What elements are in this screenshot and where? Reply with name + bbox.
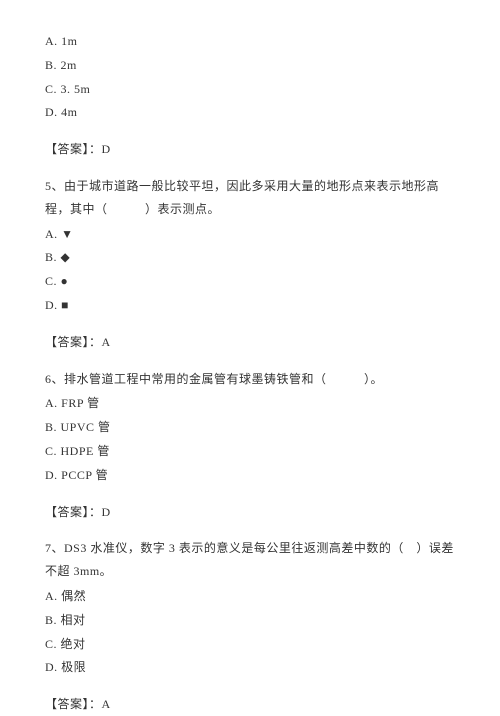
diamond-icon: ◆	[61, 246, 71, 269]
q6-option-a: A. FRP 管	[45, 392, 455, 415]
triangle-down-icon: ▼	[61, 223, 73, 246]
square-icon: ■	[61, 294, 69, 317]
q5-answer: 【答案】：A	[45, 331, 455, 354]
q6-option-b: B. UPVC 管	[45, 416, 455, 439]
q4-option-a: A. 1m	[45, 30, 455, 53]
q6-option-c: C. HDPE 管	[45, 440, 455, 463]
q4-option-b: B. 2m	[45, 54, 455, 77]
q7-option-a: A. 偶然	[45, 585, 455, 608]
q7-option-d: D. 极限	[45, 656, 455, 679]
q4-option-d: D. 4m	[45, 101, 455, 124]
q6-text: 6、排水管道工程中常用的金属管有球墨铸铁管和（ ）。	[45, 368, 455, 391]
q5-c-prefix: C.	[45, 274, 61, 288]
q5-option-c: C. ●	[45, 270, 455, 293]
q5-option-a: A. ▼	[45, 223, 455, 246]
q5-option-d: D. ■	[45, 294, 455, 317]
q6-answer: 【答案】：D	[45, 501, 455, 524]
q5-b-prefix: B.	[45, 250, 61, 264]
q6-option-d: D. PCCP 管	[45, 464, 455, 487]
q4-option-c: C. 3. 5m	[45, 78, 455, 101]
q5-a-prefix: A.	[45, 227, 61, 241]
circle-icon: ●	[61, 270, 69, 293]
q7-option-c: C. 绝对	[45, 633, 455, 656]
q5-d-prefix: D.	[45, 298, 61, 312]
q4-answer: 【答案】：D	[45, 138, 455, 161]
q7-answer: 【答案】：A	[45, 693, 455, 716]
q5-option-b: B. ◆	[45, 246, 455, 269]
q5-text: 5、由于城市道路一般比较平坦，因此多采用大量的地形点来表示地形高程，其中（ ）表…	[45, 175, 455, 221]
q7-option-b: B. 相对	[45, 609, 455, 632]
q7-text: 7、DS3 水准仪，数字 3 表示的意义是每公里往返测高差中数的（ ）误差不超 …	[45, 537, 455, 583]
